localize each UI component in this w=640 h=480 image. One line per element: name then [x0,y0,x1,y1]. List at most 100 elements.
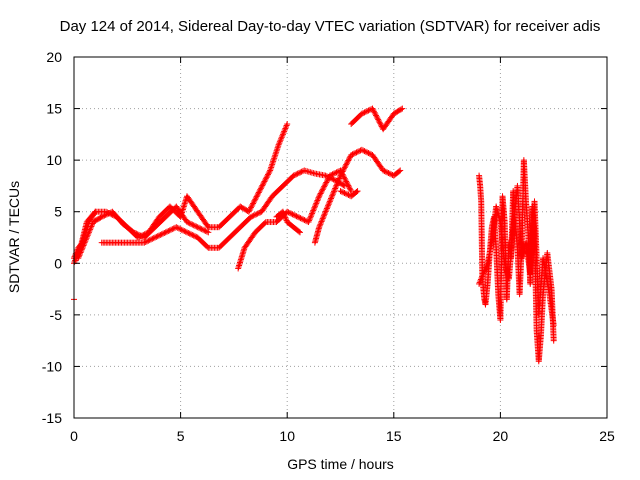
data-point [362,148,369,155]
data-point [330,189,337,196]
data-point [362,108,369,115]
data-point [331,186,338,193]
data-point [370,106,377,113]
data-point [249,201,256,208]
data-point [274,146,281,153]
data-point [297,169,304,176]
data-point [253,211,260,218]
data-point [345,182,352,189]
data-point [381,168,388,175]
data-point [247,204,254,211]
data-point [324,176,331,183]
y-tick-label: 20 [46,49,62,65]
data-point [186,220,193,227]
data-point [347,186,354,193]
data-point [366,150,373,157]
data-point [317,221,324,228]
data-point [278,134,285,141]
y-axis-label: SDTVAR / TECUs [6,180,22,294]
data-point [262,175,269,182]
data-point [333,181,340,188]
y-tick-label: 10 [46,152,62,168]
data-point [346,154,353,161]
data-point [263,174,270,181]
data-point [256,188,263,195]
data-point [92,208,99,215]
data-point [333,169,340,176]
data-point [312,203,319,210]
data-point [295,228,302,235]
data-point [316,224,323,231]
data-point [345,157,352,164]
data-point [178,226,185,233]
data-point [305,219,312,226]
data-point [281,126,288,133]
data-point [98,213,105,220]
data-point [257,186,264,193]
data-point [294,213,301,220]
data-point [189,231,196,238]
data-point [344,158,351,165]
data-point [293,213,300,220]
data-point [275,141,282,148]
data-point [266,168,273,175]
data-point [185,219,192,226]
data-point [325,201,332,208]
data-point [72,252,79,259]
data-point [330,188,337,195]
data-point [342,162,349,169]
data-point [181,228,188,235]
data-point [258,183,265,190]
data-point [326,172,333,179]
data-point [358,110,365,117]
data-point [337,188,344,195]
data-point [338,171,345,178]
data-point [398,106,405,113]
data-point [371,109,378,116]
data-point [191,233,198,240]
data-point [321,182,328,189]
data-point [204,243,211,250]
data-point [254,192,261,199]
x-tick-label: 25 [599,428,615,444]
data-point [249,213,256,220]
data-point [298,215,305,222]
data-point [325,175,332,182]
data-point [354,188,361,195]
data-point [271,155,278,162]
data-point [364,108,371,115]
data-point [360,147,367,154]
data-point [341,175,348,182]
data-point [104,211,111,218]
data-point [330,176,337,183]
data-point [261,178,268,185]
data-point [255,190,262,197]
data-point [346,185,353,192]
data-point [294,170,301,177]
data-point [329,171,336,178]
data-point [314,196,321,203]
data-point [251,197,258,204]
data-point [280,210,287,217]
data-point [317,190,324,197]
x-tick-label: 10 [279,428,295,444]
data-point [361,148,368,155]
series-arc-3 [71,208,99,262]
data-point [320,212,327,219]
data-point [317,219,324,226]
data-point [293,171,300,178]
data-point [174,224,181,231]
data-point [74,247,81,254]
data-point [306,216,313,223]
data-point [252,194,259,201]
data-point [168,226,175,233]
data-point [336,174,343,181]
data-point [247,213,254,220]
data-point [319,217,326,224]
data-point [264,172,271,179]
data-point [145,237,152,244]
data-point [288,210,295,217]
data-point [279,131,286,138]
chart-title: Day 124 of 2014, Sidereal Day-to-day VTE… [59,18,601,35]
data-point [326,199,333,206]
